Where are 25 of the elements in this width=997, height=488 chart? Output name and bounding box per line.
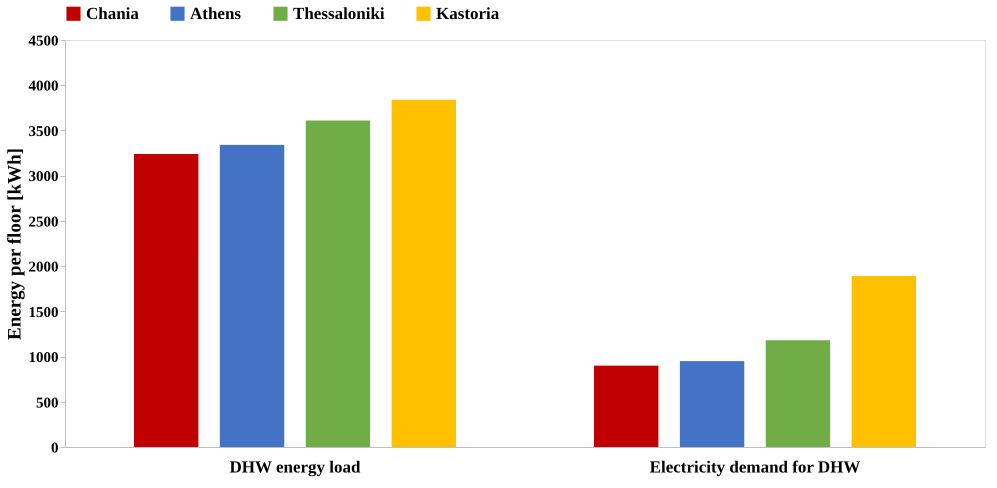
- y-tick-label: 1000: [28, 350, 58, 366]
- y-tick-label: 1500: [28, 304, 58, 321]
- bar: [220, 144, 284, 447]
- bar: [392, 100, 456, 447]
- y-tick-label: 2000: [28, 260, 58, 276]
- y-tick-label: 2500: [28, 214, 58, 230]
- y-tick-label: 500: [36, 395, 58, 412]
- y-tick-label: 4500: [28, 34, 58, 50]
- y-tick-label: 4000: [28, 78, 58, 95]
- x-tick-label: Electricity demand for DHW: [650, 458, 860, 476]
- legend-label: Athens: [190, 4, 242, 23]
- bar: [680, 361, 744, 447]
- bar: [766, 340, 830, 447]
- bar: [306, 120, 370, 447]
- y-tick-label: 3000: [28, 169, 58, 186]
- y-axis-title: Energy per floor [kWh]: [4, 148, 26, 340]
- legend-label: Thessaloniki: [293, 4, 385, 23]
- y-tick-label: 0: [51, 440, 58, 456]
- y-tick-label: 3500: [28, 124, 58, 140]
- bar: [134, 154, 198, 447]
- legend-label: Kastoria: [436, 4, 500, 23]
- legend-label: Chania: [86, 4, 140, 23]
- bar: [594, 366, 658, 447]
- x-tick-label: DHW energy load: [230, 458, 362, 476]
- bar: [852, 276, 916, 447]
